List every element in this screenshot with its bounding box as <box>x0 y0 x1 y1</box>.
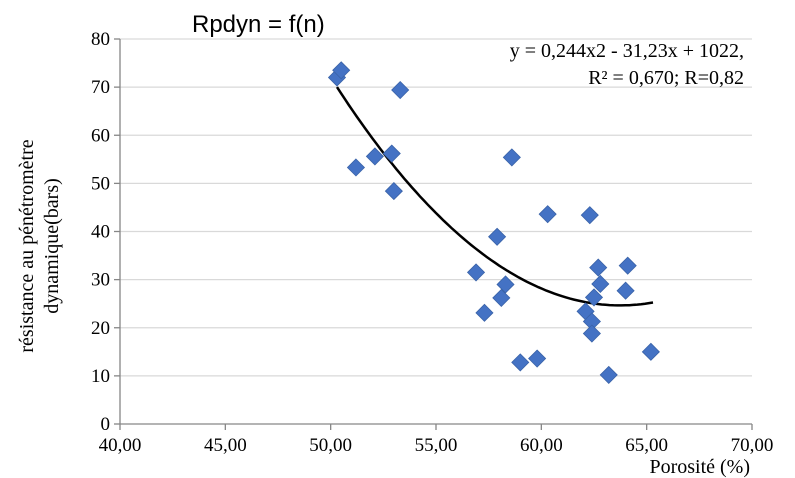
data-point <box>599 365 618 384</box>
data-point <box>584 288 604 307</box>
data-point <box>511 353 530 372</box>
data-point <box>528 349 547 368</box>
data-point <box>488 227 507 246</box>
y-tick-label: 10 <box>91 366 110 387</box>
trendline-equation: y = 0,244x2 - 31,23x + 1022, <box>510 40 744 62</box>
x-tick-label: 45,00 <box>204 435 247 456</box>
data-point <box>589 258 608 277</box>
data-point <box>384 182 403 201</box>
data-point <box>591 274 610 294</box>
y-tick-label: 60 <box>91 125 110 146</box>
x-tick-label: 50,00 <box>309 435 352 456</box>
data-points <box>327 61 660 384</box>
trendline-r-squared: R² = 0,670; R=0,82 <box>588 67 744 89</box>
data-point <box>496 275 515 294</box>
axes <box>114 38 753 430</box>
y-tick-label: 80 <box>91 29 110 50</box>
data-point <box>582 324 601 343</box>
x-tick-label: 40,00 <box>99 435 142 456</box>
data-point <box>346 158 366 177</box>
y-tick-label: 50 <box>91 173 110 194</box>
data-point <box>332 61 351 80</box>
data-point <box>618 256 637 275</box>
data-point <box>475 303 494 322</box>
y-tick-label: 40 <box>91 222 110 243</box>
data-point <box>580 206 599 225</box>
y-tick-label: 0 <box>101 414 111 435</box>
x-tick-label: 60,00 <box>520 435 563 456</box>
data-point <box>616 281 635 300</box>
data-point <box>538 205 557 224</box>
y-tick-label: 30 <box>91 270 110 291</box>
trendline-curve <box>335 86 654 307</box>
data-point <box>382 144 401 163</box>
data-point <box>365 147 384 166</box>
data-point <box>466 263 486 282</box>
data-point <box>641 342 660 361</box>
data-point <box>391 80 410 100</box>
gridlines <box>120 38 752 377</box>
x-tick-label: 65,00 <box>625 435 668 456</box>
chart-title: Rpdyn = f(n) <box>192 11 325 38</box>
x-tick-label: 55,00 <box>415 435 458 456</box>
y-axis-label-line2: dynamique(bars) <box>41 178 63 314</box>
y-tick-label: 20 <box>91 318 110 339</box>
y-tick-label: 70 <box>91 77 110 98</box>
x-axis-label: Porosité (%) <box>649 456 750 478</box>
data-point <box>492 288 511 307</box>
x-tick-label: 70,00 <box>731 435 774 456</box>
data-point <box>502 148 521 167</box>
y-axis-label-line1: résistance au pénétromètre <box>16 139 38 352</box>
tick-labels: 0 10 20 30 40 50 60 70 80 40,00 45,00 50,00 55,00 60,… <box>91 29 773 456</box>
